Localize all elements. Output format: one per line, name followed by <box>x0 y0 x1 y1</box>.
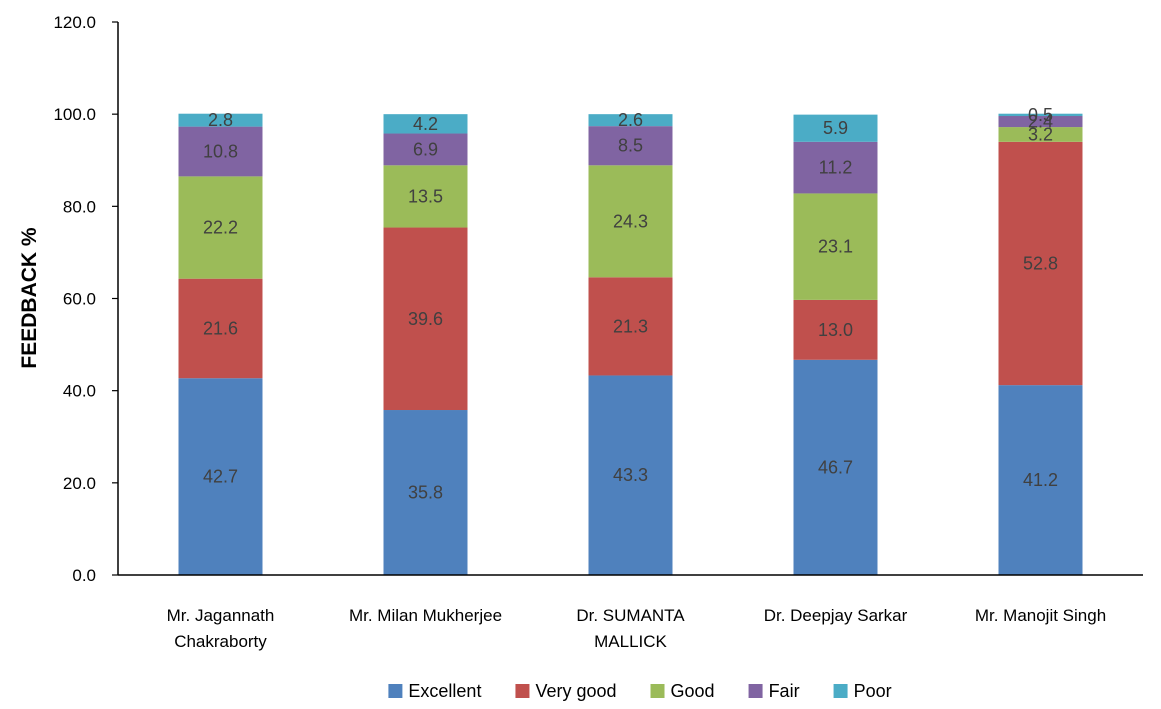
x-category-label: Mr. Milan Mukherjee <box>349 606 502 625</box>
bar-segment-excellent <box>383 410 468 575</box>
bar-segment-fair <box>383 133 468 166</box>
bar-segment-excellent <box>588 375 673 575</box>
y-ticks-layer: 0.0 20.0 40.0 60.0 80.0 100.0 120.0 <box>53 13 118 585</box>
data-label: 42.7 <box>203 467 238 487</box>
data-label: 43.3 <box>613 465 648 485</box>
bar-segment-poor <box>178 113 263 127</box>
data-label: 23.1 <box>818 237 853 257</box>
data-label: 6.9 <box>413 139 438 159</box>
data-label: 41.2 <box>1023 470 1058 490</box>
bars-layer <box>178 113 1083 575</box>
bar-segment-good <box>588 165 673 278</box>
data-label: 2.4 <box>1028 112 1053 132</box>
x-category-label: Mr. Manojit Singh <box>975 606 1106 625</box>
data-label: 52.8 <box>1023 253 1058 273</box>
bar-segment-good <box>998 127 1083 142</box>
bar-segment-very-good <box>793 299 878 360</box>
bar-segment-poor <box>998 113 1083 117</box>
bar-segment-good <box>383 165 468 228</box>
x-category-label: MALLICK <box>594 632 667 651</box>
y-tick-label: 80.0 <box>63 197 96 216</box>
data-label: 3.2 <box>1028 124 1053 144</box>
legend-swatch-fair <box>748 684 763 698</box>
data-label: 39.6 <box>408 309 443 329</box>
x-category-label: Dr. Deepjay Sarkar <box>764 606 908 625</box>
bar-segment-fair <box>588 126 673 166</box>
legend-label: Fair <box>769 681 800 701</box>
bar-segment-poor <box>588 114 673 127</box>
bar-segment-poor <box>793 114 878 142</box>
legend-label: Poor <box>854 681 892 701</box>
data-label: 5.9 <box>823 118 848 138</box>
data-label: 13.0 <box>818 320 853 340</box>
legend-swatch-very-good <box>515 684 530 698</box>
y-axis-title: FEEDBACK % <box>18 227 41 369</box>
data-label: 46.7 <box>818 457 853 477</box>
data-label: 21.3 <box>613 316 648 336</box>
bar-segment-good <box>793 193 878 300</box>
data-label: 22.2 <box>203 218 238 238</box>
data-label: 0.5 <box>1028 105 1053 125</box>
legend-swatch-good <box>650 684 665 698</box>
bar-segment-excellent <box>793 359 878 575</box>
bar-segment-poor <box>383 114 468 134</box>
legend-label: Very good <box>535 681 616 701</box>
data-label: 21.6 <box>203 318 238 338</box>
bar-segment-very-good <box>178 278 263 379</box>
bar-segment-fair <box>793 141 878 194</box>
bar-segment-fair <box>178 126 263 177</box>
legend-swatch-excellent <box>388 684 403 698</box>
bar-segment-very-good <box>998 141 1083 386</box>
data-label: 2.8 <box>208 110 233 130</box>
data-label: 8.5 <box>618 136 643 156</box>
bar-segment-good <box>178 176 263 279</box>
legend-swatch-poor <box>833 684 848 698</box>
x-labels-layer: Mr. Jagannath Chakraborty Mr. Milan Mukher… <box>167 606 1107 651</box>
data-label: 2.6 <box>618 110 643 130</box>
bar-segment-very-good <box>383 227 468 411</box>
bar-segment-fair <box>998 116 1083 128</box>
legend: Excellent Very good Good Fair Poor <box>388 681 892 701</box>
data-label: 10.8 <box>203 141 238 161</box>
data-labels-layer: 42.7 21.6 22.2 10.8 2.8 35.8 39.6 13.5 6.9 4.2 43.… <box>203 105 1058 503</box>
data-label: 4.2 <box>413 114 438 134</box>
legend-label: Good <box>671 681 715 701</box>
legend-label: Excellent <box>408 681 481 701</box>
y-tick-label: 40.0 <box>63 382 96 401</box>
data-label: 24.3 <box>613 211 648 231</box>
bar-segment-very-good <box>588 277 673 376</box>
y-tick-label: 120.0 <box>53 13 96 32</box>
x-category-label: Chakraborty <box>174 632 267 651</box>
x-category-label: Dr. SUMANTA <box>576 606 685 625</box>
y-tick-label: 20.0 <box>63 474 96 493</box>
y-tick-label: 60.0 <box>63 290 96 309</box>
data-label: 35.8 <box>408 483 443 503</box>
data-label: 13.5 <box>408 186 443 206</box>
y-tick-label: 0.0 <box>72 566 96 585</box>
y-tick-label: 100.0 <box>53 105 96 124</box>
data-label: 11.2 <box>819 158 853 178</box>
bar-segment-excellent <box>178 378 263 575</box>
bar-segment-excellent <box>998 385 1083 575</box>
x-category-label: Mr. Jagannath <box>167 606 275 625</box>
